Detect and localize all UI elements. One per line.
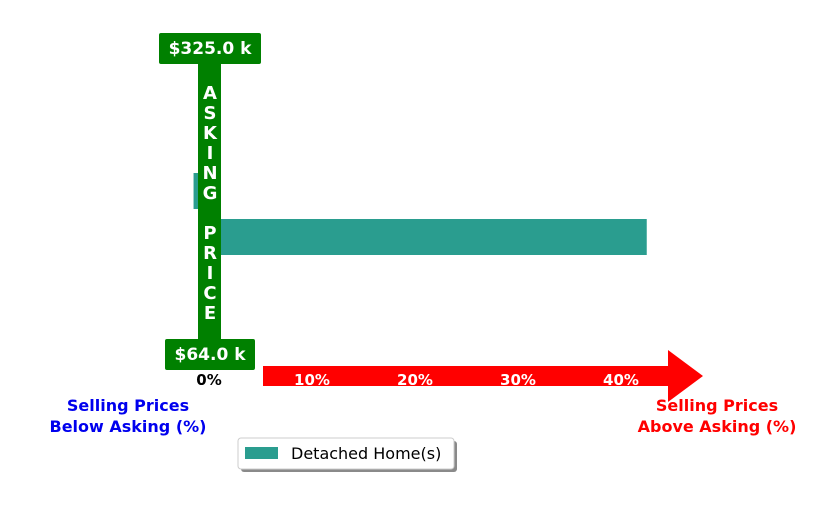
price-letter: P — [203, 223, 216, 244]
legend: Detached Home(s) — [237, 437, 457, 472]
x-axis-arrow-shape — [263, 350, 703, 402]
asking-price-column — [198, 58, 221, 344]
price-letter: C — [203, 283, 216, 304]
legend-swatch — [245, 447, 278, 459]
price-letter: E — [204, 303, 216, 324]
x-tick-label: 20% — [397, 371, 433, 389]
price-letter: I — [207, 263, 214, 284]
asking-letter: I — [207, 143, 214, 164]
asking-letter: K — [203, 123, 218, 144]
x-tick-label: 40% — [603, 371, 639, 389]
asking-letter: G — [203, 183, 218, 204]
x-axis-arrow — [263, 350, 703, 402]
bar-2 — [209, 219, 647, 255]
above-asking-label-line2: Above Asking (%) — [638, 417, 797, 436]
asking-letter: S — [204, 103, 217, 124]
labels-layer: 0% 10% 20% 30% 40% Selling Prices Below Asking… — [50, 371, 797, 436]
x-tick-label: 10% — [294, 371, 330, 389]
price-letter: R — [203, 243, 217, 264]
bottom-price-box — [165, 339, 255, 370]
asking-letter: A — [203, 83, 217, 104]
legend-box — [237, 437, 455, 470]
asking-letter: N — [202, 163, 217, 184]
top-price-box — [159, 33, 261, 64]
bottom-price-label: $64.0 k — [175, 345, 247, 365]
x-tick-label: 30% — [500, 371, 536, 389]
bars-layer — [193, 173, 647, 255]
x-tick-label: 0% — [196, 371, 221, 389]
above-asking-label-line1: Selling Prices — [656, 396, 778, 415]
below-asking-label-line2: Below Asking (%) — [50, 417, 207, 436]
legend-entry-label: Detached Home(s) — [291, 444, 441, 463]
below-asking-label-line1: Selling Prices — [67, 396, 189, 415]
top-price-label: $325.0 k — [169, 39, 253, 59]
